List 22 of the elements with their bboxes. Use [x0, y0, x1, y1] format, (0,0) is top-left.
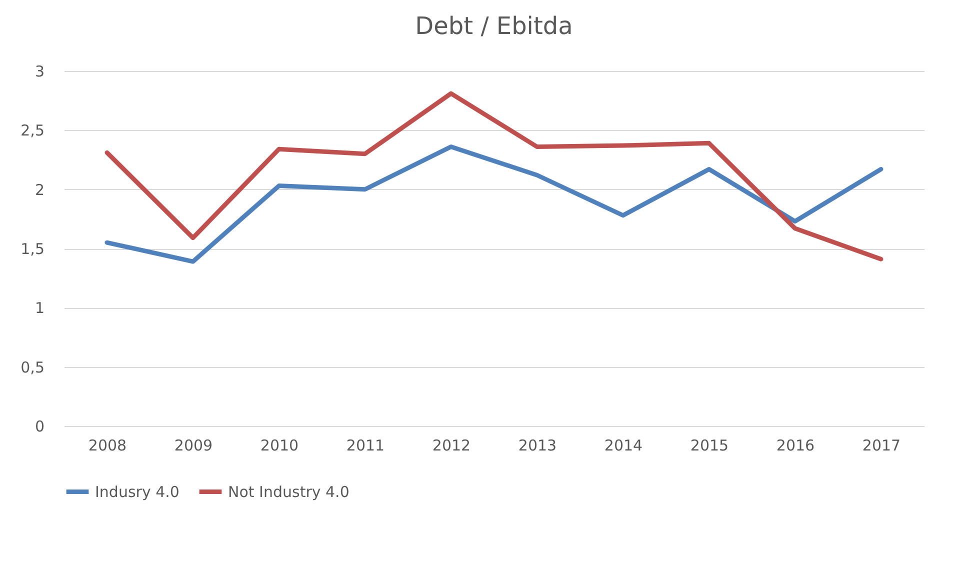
line-series	[104, 91, 884, 262]
legend-label: Not Industry 4.0	[228, 482, 350, 501]
x-tick-label: 2015	[690, 436, 729, 454]
y-tick-label: 3	[34, 62, 44, 80]
line-series	[104, 144, 884, 264]
x-tick-label: 2008	[88, 436, 127, 454]
x-tick-label: 2017	[862, 436, 901, 454]
x-tick-label: 2009	[174, 436, 213, 454]
x-tick-label: 2016	[776, 436, 815, 454]
y-tick-label: 0,5	[20, 358, 44, 376]
x-tick-label: 2012	[432, 436, 471, 454]
legend-label: Indusry 4.0	[95, 482, 180, 501]
y-tick-label: 1,5	[20, 240, 44, 258]
x-tick-label: 2011	[346, 436, 385, 454]
y-tick-label: 2,5	[20, 122, 44, 140]
y-tick-label: 0	[34, 418, 44, 436]
x-tick-label: 2014	[604, 436, 643, 454]
x-tick-label: 2013	[518, 436, 557, 454]
y-tick-label: 2	[34, 180, 44, 199]
chart-title: Debt / Ebitda	[415, 12, 573, 40]
x-tick-label: 2010	[260, 436, 299, 454]
y-tick-label: 1	[34, 299, 44, 318]
